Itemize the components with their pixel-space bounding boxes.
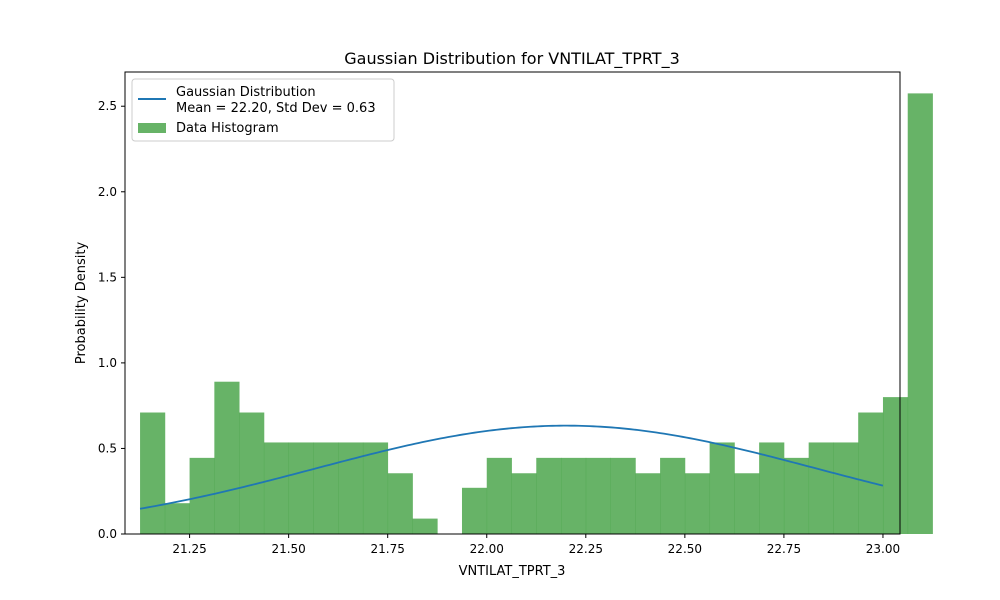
histogram-bar (511, 473, 537, 534)
histogram-bar (313, 442, 339, 534)
histogram-bar (833, 442, 859, 534)
histogram-bar (610, 457, 636, 534)
histogram-bar (387, 473, 413, 534)
x-tick-label: 22.50 (668, 542, 702, 556)
histogram-bar (783, 457, 810, 534)
y-tick-label: 0.0 (98, 527, 117, 541)
legend-histogram-swatch (138, 123, 166, 133)
histogram-bar (164, 503, 190, 534)
x-tick-label: 23.00 (866, 542, 900, 556)
histogram-bar (486, 457, 512, 534)
histogram-bar (214, 381, 240, 534)
histogram-bar (882, 397, 909, 534)
histogram-bar (536, 457, 562, 534)
histogram-bar (907, 93, 933, 534)
x-axis-label: VNTILAT_TPRT_3 (459, 564, 566, 579)
y-tick-label: 2.0 (98, 185, 117, 199)
plot-frame (124, 71, 901, 535)
legend-gaussian-label-line1: Gaussian Distribution (176, 85, 316, 100)
y-tick-label: 2.5 (98, 99, 117, 113)
histogram-bar (808, 442, 834, 534)
x-axis: 21.25 21.50 21.75 22.00 22.25 22.50 22.75 23.00 (172, 534, 900, 556)
histogram-bar (239, 412, 265, 534)
x-tick-label: 21.50 (271, 542, 305, 556)
x-tick-label: 21.25 (172, 542, 206, 556)
histogram-bar (561, 457, 587, 534)
x-tick-label: 22.25 (569, 542, 603, 556)
x-tick-label: 22.75 (767, 542, 801, 556)
gaussian-curve (139, 424, 884, 510)
x-tick-label: 22.00 (470, 542, 504, 556)
y-axis-label: Probability Density (74, 242, 89, 365)
y-axis: 0.0 0.5 1.0 1.5 2.0 2.5 (98, 99, 125, 541)
histogram-bar (263, 442, 290, 534)
histogram-bar (734, 473, 760, 534)
legend-gaussian-label-line2: Mean = 22.20, Std Dev = 0.63 (176, 101, 376, 116)
histogram-bar (858, 412, 884, 534)
histogram-bar (362, 442, 389, 534)
y-tick-label: 1.5 (98, 270, 117, 284)
histogram-bars (140, 93, 933, 534)
legend-histogram-label: Data Histogram (176, 121, 279, 136)
histogram-bar (461, 487, 488, 534)
x-tick-label: 21.75 (371, 542, 405, 556)
legend: Gaussian Distribution Mean = 22.20, Std … (131, 78, 395, 142)
histogram-bar (585, 457, 611, 534)
histogram-bar (635, 473, 661, 534)
chart-title: Gaussian Distribution for VNTILAT_TPRT_3 (344, 49, 680, 69)
histogram-bar (684, 473, 711, 534)
histogram-bar (412, 518, 438, 534)
histogram-bar (140, 412, 166, 534)
histogram-bar (709, 442, 735, 534)
y-tick-label: 0.5 (98, 441, 117, 455)
histogram-bar (660, 457, 686, 534)
legend-box (131, 78, 395, 142)
y-tick-label: 1.0 (98, 356, 117, 370)
histogram-bar (288, 442, 314, 534)
